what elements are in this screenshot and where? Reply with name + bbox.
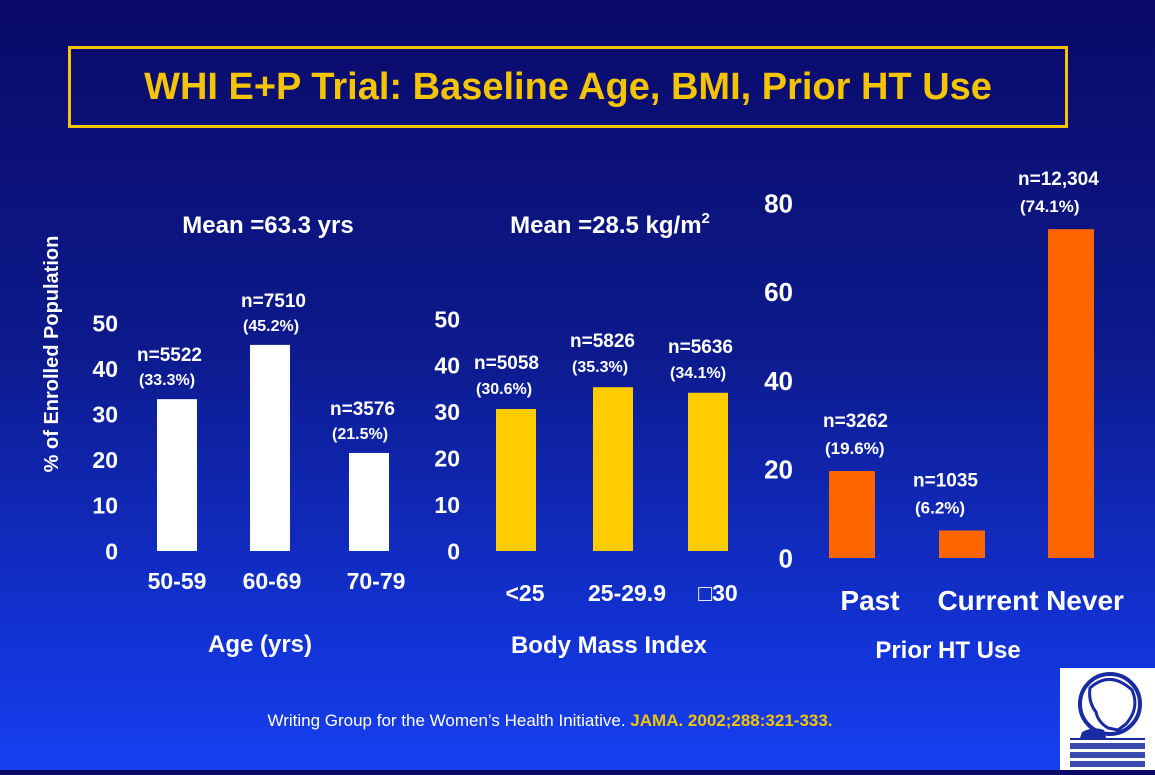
- bar: [1048, 229, 1094, 558]
- bar-count-label: n=3576: [330, 399, 395, 420]
- y-tick-label: 0: [105, 538, 118, 564]
- y-tick-label: 40: [92, 356, 118, 382]
- x-tick-label: Never: [1046, 585, 1124, 616]
- x-tick-label: 25-29.9: [588, 580, 666, 606]
- bar-count-label: n=12,304: [1018, 169, 1099, 190]
- bar-percent-label: (21.5%): [332, 426, 388, 443]
- bar: [939, 530, 985, 558]
- bar: [496, 409, 536, 551]
- y-tick-label: 40: [434, 353, 460, 379]
- bar-count-label: n=1035: [913, 470, 978, 491]
- y-tick-label: 30: [92, 401, 118, 427]
- bar: [250, 344, 290, 551]
- bar: [349, 452, 389, 551]
- bar-count-label: n=3262: [823, 411, 888, 432]
- bar-count-label: n=5058: [474, 353, 539, 374]
- citation: Writing Group for the Women’s Health Ini…: [0, 711, 1100, 731]
- y-tick-label: 20: [434, 445, 460, 471]
- whi-logo: [1060, 668, 1155, 770]
- x-tick-label: <25: [505, 580, 544, 606]
- slide-title: WHI E+P Trial: Baseline Age, BMI, Prior …: [144, 65, 992, 108]
- y-tick-label: 80: [764, 188, 793, 218]
- y-tick-label: 60: [764, 277, 793, 307]
- bar-count-label: n=5826: [570, 331, 635, 352]
- x-tick-label: □30: [698, 580, 737, 606]
- y-tick-label: 10: [92, 493, 118, 519]
- y-axis-label: % of Enrolled Population: [41, 236, 63, 473]
- title-box: WHI E+P Trial: Baseline Age, BMI, Prior …: [68, 46, 1068, 128]
- woman-profile-icon: [1070, 672, 1145, 767]
- x-axis-label: Prior HT Use: [875, 637, 1020, 664]
- bar-percent-label: (33.3%): [139, 372, 195, 389]
- bar-percent-label: (45.2%): [243, 318, 299, 335]
- x-axis-label: Body Mass Index: [511, 632, 708, 659]
- y-tick-label: 40: [764, 366, 793, 396]
- bar-percent-label: (19.6%): [825, 439, 885, 458]
- chart-area: % of Enrolled Population01020304050n=552…: [41, 169, 1124, 664]
- bar: [829, 471, 875, 558]
- x-tick-label: 60-69: [243, 568, 302, 594]
- x-axis-label: Age (yrs): [208, 631, 312, 658]
- bar: [593, 387, 633, 551]
- bar-percent-label: (30.6%): [476, 381, 532, 398]
- bar-count-label: n=5522: [137, 345, 202, 366]
- x-tick-label: 70-79: [347, 568, 406, 594]
- bar-count-label: n=5636: [668, 337, 733, 358]
- mean-annotation-superscript: 2: [702, 210, 710, 227]
- bar-percent-label: (6.2%): [915, 498, 965, 517]
- bar-percent-label: (35.3%): [572, 359, 628, 376]
- y-tick-label: 10: [434, 492, 460, 518]
- y-tick-label: 0: [447, 538, 460, 564]
- x-tick-label: Past: [840, 585, 899, 616]
- citation-authors: Writing Group for the Women’s Health Ini…: [267, 711, 626, 730]
- mean-annotation: Mean =28.5 kg/m2: [510, 210, 710, 239]
- x-tick-label: Current: [937, 585, 1038, 616]
- y-tick-label: 30: [434, 399, 460, 425]
- citation-journal: JAMA. 2002;288:321-333.: [630, 711, 833, 730]
- mean-annotation: Mean =63.3 yrs: [182, 212, 353, 239]
- x-tick-label: 50-59: [148, 568, 207, 594]
- y-tick-label: 50: [434, 306, 460, 332]
- y-tick-label: 20: [92, 447, 118, 473]
- bar: [157, 399, 197, 551]
- y-tick-label: 0: [779, 543, 793, 573]
- bar-percent-label: (34.1%): [670, 365, 726, 382]
- bar: [688, 392, 728, 551]
- y-tick-label: 50: [92, 310, 118, 336]
- bar-percent-label: (74.1%): [1020, 197, 1080, 216]
- bar-count-label: n=7510: [241, 291, 306, 312]
- y-tick-label: 20: [764, 455, 793, 485]
